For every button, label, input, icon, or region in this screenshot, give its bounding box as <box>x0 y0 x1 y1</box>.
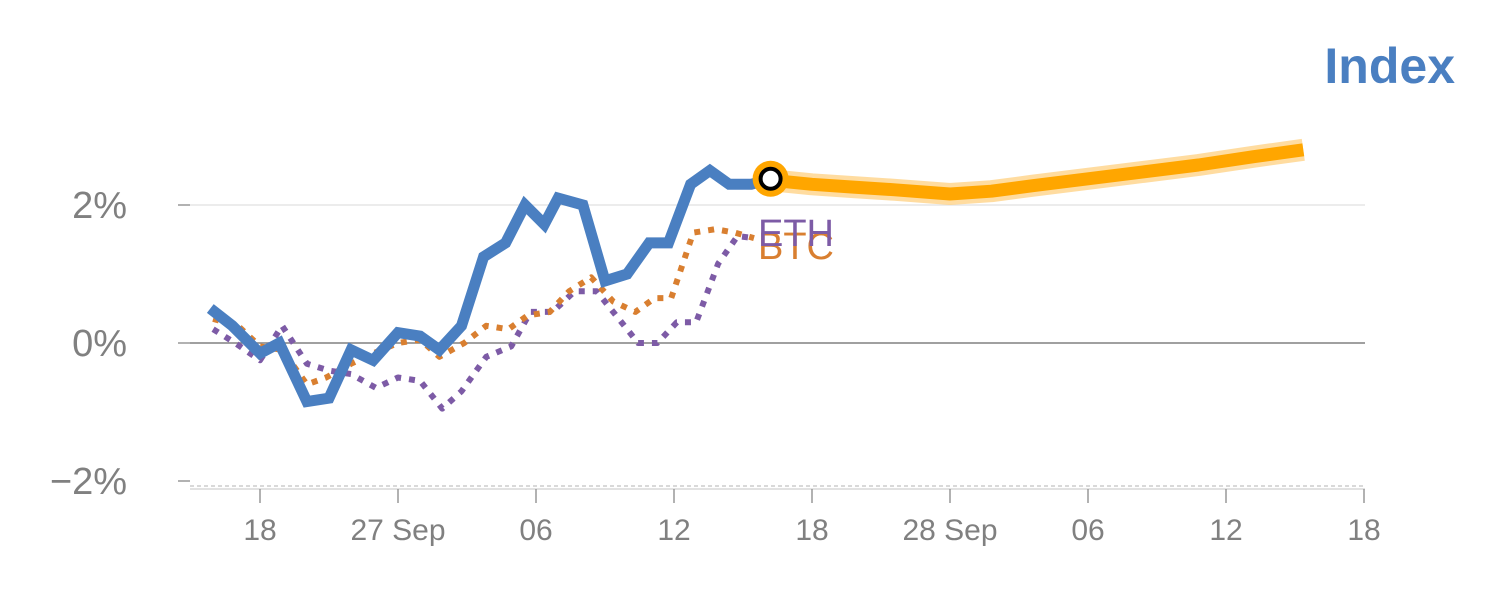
eth-label: ETH <box>758 213 834 255</box>
x-tick-label: 28 Sep <box>902 514 997 547</box>
forecast-line <box>769 143 1305 201</box>
series-layer <box>206 138 1305 412</box>
btc-line <box>212 226 755 388</box>
x-axis: 18 27 Sep 06 12 18 28 Sep 06 12 18 <box>190 488 1381 547</box>
series-labels: BTC ETH <box>758 213 834 268</box>
y-tick-label: 2% <box>72 185 127 227</box>
x-tick-label: 18 <box>1347 514 1380 547</box>
series-index <box>206 163 773 408</box>
series-eth <box>211 233 755 412</box>
current-marker <box>758 166 783 191</box>
btc-label: BTC <box>758 226 834 268</box>
y-tick-label: −2% <box>50 461 127 503</box>
x-tick-label: 18 <box>795 514 828 547</box>
x-tick-label: 06 <box>519 514 552 547</box>
x-tick-label: 12 <box>1209 514 1242 547</box>
series-forecast <box>769 138 1305 205</box>
y-axis: 2% 0% −2% <box>50 185 190 503</box>
eth-line <box>211 233 755 412</box>
x-tick-label: 27 Sep <box>350 514 445 547</box>
x-tick-label: 06 <box>1071 514 1104 547</box>
y-tick-label: 0% <box>72 323 127 365</box>
series-btc <box>212 226 755 388</box>
index-line <box>206 163 773 408</box>
x-tick-label: 18 <box>243 514 276 547</box>
x-tick-label: 12 <box>657 514 690 547</box>
chart-title: Index <box>1324 38 1455 94</box>
